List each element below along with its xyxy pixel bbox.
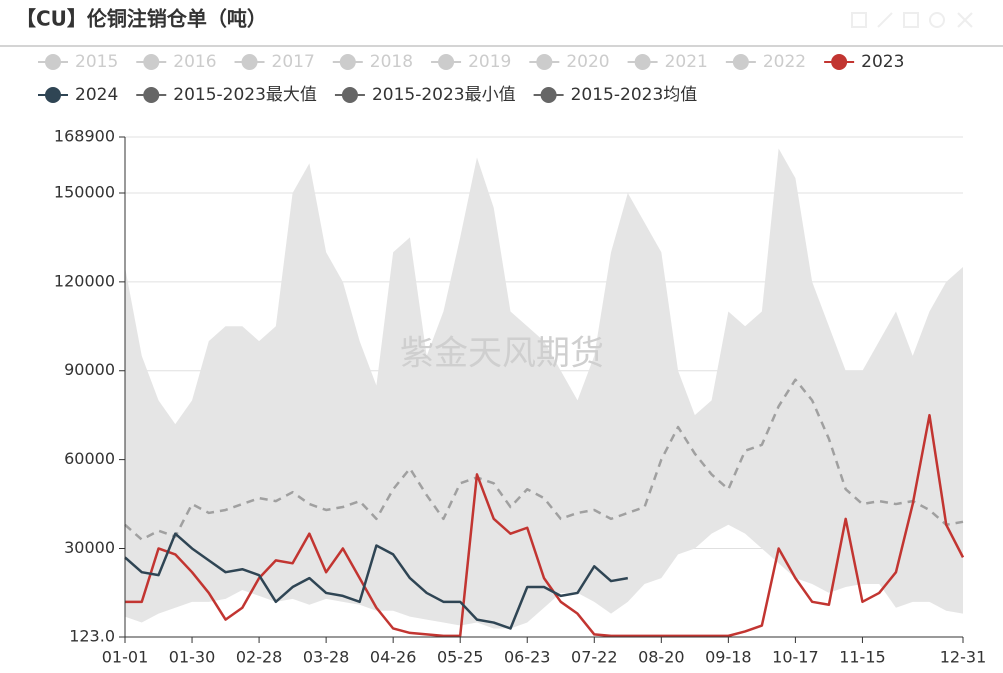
y-tick-label: 150000 — [54, 182, 115, 201]
series-line — [124, 378, 964, 541]
tool-icon[interactable] — [929, 12, 945, 28]
y-tick-label: 30000 — [64, 538, 115, 557]
x-tick-label: 02-28 — [236, 648, 283, 667]
legend-item[interactable]: 2023 — [824, 52, 904, 72]
legend-label: 2018 — [370, 52, 413, 72]
legend-marker — [536, 54, 553, 70]
series-line — [124, 532, 629, 630]
y-tick-label: 120000 — [54, 271, 115, 290]
legend-label: 2020 — [566, 52, 609, 72]
chart-title: 【CU】伦铜注销仓单（吨） — [16, 7, 267, 31]
legend-item[interactable]: 2020 — [529, 52, 610, 72]
legend-item[interactable]: 2024 — [38, 85, 118, 105]
x-tick-label: 01-30 — [169, 648, 216, 667]
legend-marker — [438, 54, 455, 70]
x-tick-label: 03-28 — [303, 648, 350, 667]
toolbox[interactable] — [851, 12, 973, 28]
x-tick-label: 07-22 — [571, 648, 618, 667]
legend-label: 2015 — [75, 52, 118, 72]
legend-item[interactable]: 2015 — [38, 52, 118, 72]
legend-label: 2023 — [861, 52, 904, 72]
legend-marker — [339, 54, 356, 70]
tool-icon[interactable] — [957, 12, 973, 28]
x-tick-label: 01-01 — [102, 648, 149, 667]
tool-icon[interactable] — [851, 12, 867, 28]
legend-label: 2016 — [173, 52, 216, 72]
legend-label: 2019 — [468, 52, 511, 72]
y-tick-label: 60000 — [64, 449, 115, 468]
legend-marker — [831, 54, 848, 70]
legend-marker — [540, 87, 557, 103]
legend-item[interactable]: 2016 — [136, 52, 217, 72]
x-tick-label: 09-18 — [705, 648, 752, 667]
legend-item[interactable]: 2019 — [431, 52, 511, 72]
legend-marker — [143, 87, 160, 103]
x-tick-label: 11-15 — [839, 648, 886, 667]
y-tick-label: 90000 — [64, 360, 115, 379]
legend-label: 2021 — [665, 52, 708, 72]
legend-label: 2015-2023最大值 — [173, 85, 317, 105]
legend-marker — [143, 54, 160, 70]
range-band — [125, 148, 963, 629]
legend-label: 2017 — [272, 52, 315, 72]
legend-marker — [45, 54, 61, 70]
x-tick-label: 04-26 — [370, 648, 417, 667]
legend-marker — [241, 54, 258, 70]
x-tick-label: 05-25 — [437, 648, 484, 667]
legend-item[interactable]: 2022 — [725, 52, 806, 72]
legend-item[interactable]: 2021 — [627, 52, 708, 72]
legend-marker — [45, 87, 61, 103]
legend-marker — [634, 54, 651, 70]
legend-marker — [341, 87, 358, 103]
legend-label: 2015-2023最小值 — [372, 85, 516, 105]
x-tick-label: 08-20 — [638, 648, 685, 667]
legend-item[interactable]: 2015-2023最小值 — [334, 85, 516, 105]
x-tick-label: 06-23 — [504, 648, 551, 667]
legend-label: 2022 — [763, 52, 806, 72]
legend-marker — [732, 54, 749, 70]
y-tick-label: 168900 — [54, 127, 115, 146]
tool-icon[interactable] — [903, 12, 919, 28]
legend-item[interactable]: 2018 — [332, 52, 413, 72]
legend-item[interactable]: 2015-2023均值 — [533, 85, 698, 105]
watermark: 紫金天风期货 — [400, 334, 604, 374]
tool-icon[interactable] — [877, 12, 893, 28]
y-tick-label: 123.0 — [69, 627, 115, 646]
legend-item[interactable]: 2015-2023最大值 — [136, 85, 317, 105]
legend-item[interactable]: 2017 — [234, 52, 315, 72]
x-tick-label: 10-17 — [772, 648, 819, 667]
legend-label: 2024 — [75, 85, 118, 105]
legend-label: 2015-2023均值 — [571, 85, 698, 105]
x-tick-label: 12-31 — [940, 648, 987, 667]
series-line — [125, 413, 965, 638]
